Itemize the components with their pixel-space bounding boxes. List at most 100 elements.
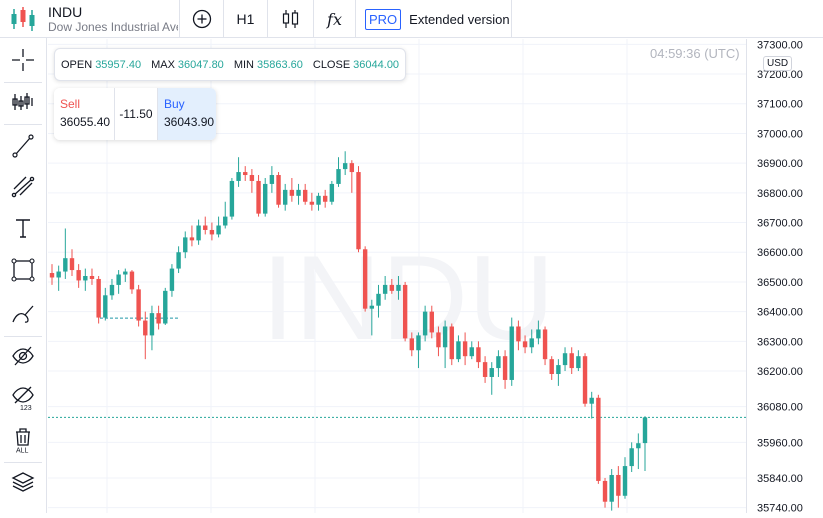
y-tick-label: 36400.00 bbox=[757, 307, 803, 319]
candle-body bbox=[616, 474, 621, 496]
candle-body bbox=[223, 216, 228, 226]
extended-version-label: Extended version bbox=[409, 11, 510, 27]
candle-body bbox=[103, 295, 108, 318]
candle-body bbox=[183, 237, 188, 253]
candle-body bbox=[496, 356, 501, 369]
candle-body bbox=[209, 229, 215, 235]
candle-body bbox=[316, 195, 321, 205]
candle-body bbox=[49, 273, 55, 278]
price-chart[interactable]: 37300.00 37200.00 37100.00 37000.00 36900.00… bbox=[48, 39, 823, 515]
text-icon bbox=[16, 219, 30, 238]
candle-body bbox=[482, 362, 488, 377]
chart-type-button[interactable] bbox=[268, 0, 314, 38]
candle-body bbox=[536, 329, 541, 339]
hide-labels-button[interactable]: 123 bbox=[0, 378, 46, 418]
candle-body bbox=[203, 225, 208, 230]
layers-icon bbox=[11, 472, 35, 492]
candle-body bbox=[516, 326, 521, 342]
candle-body bbox=[256, 180, 261, 214]
candle-body bbox=[442, 326, 448, 348]
candle-body bbox=[243, 172, 248, 176]
plus-circle-icon bbox=[192, 9, 211, 29]
candle-body bbox=[136, 289, 141, 321]
hide-labels-icon: 123 bbox=[12, 386, 34, 411]
interval-button[interactable]: H1 bbox=[224, 0, 268, 38]
candle-body bbox=[569, 353, 574, 369]
candle-body bbox=[629, 448, 634, 467]
crosshair-tool-button[interactable] bbox=[0, 40, 46, 80]
candle-body bbox=[189, 237, 195, 241]
ohlc-legend: OPEN 35957.40 MAX 36047.80 MIN 35863.60 … bbox=[54, 48, 407, 81]
candle-body bbox=[549, 359, 554, 375]
rectangle-tool-button[interactable] bbox=[0, 250, 46, 290]
drawing-toolbar: 123 ALL bbox=[0, 38, 47, 513]
indicators-icon bbox=[12, 93, 33, 110]
chart-pane[interactable]: 37300.00 37200.00 37100.00 37000.00 36900.00… bbox=[48, 39, 823, 515]
candle-body bbox=[622, 466, 628, 496]
candle-body bbox=[369, 305, 375, 309]
candle-body bbox=[156, 313, 161, 324]
candle-body bbox=[216, 225, 221, 235]
delete-all-icon: ALL bbox=[16, 428, 30, 454]
candle-body bbox=[602, 480, 608, 502]
min-label: MIN bbox=[233, 58, 254, 71]
candle-body bbox=[83, 276, 88, 281]
candle-body bbox=[429, 311, 434, 333]
y-tick-label: 36300.00 bbox=[757, 336, 803, 348]
y-tick-label: 35960.00 bbox=[757, 437, 803, 449]
candle-body bbox=[422, 311, 428, 336]
candle-body bbox=[56, 271, 61, 278]
symbol-full-name: Dow Jones Industrial Ave bbox=[48, 20, 178, 34]
trendline-tool-button[interactable] bbox=[0, 126, 46, 166]
brush-tool-button[interactable] bbox=[0, 294, 46, 334]
extended-version-button[interactable]: PRO Extended version bbox=[356, 0, 512, 38]
currency-badge[interactable]: USD bbox=[763, 56, 793, 71]
buy-button[interactable]: Buy 36043.90 bbox=[158, 88, 216, 140]
candle-body bbox=[556, 365, 561, 375]
buy-label: Buy bbox=[164, 97, 185, 111]
y-tick-label: 37000.00 bbox=[757, 128, 803, 140]
indicators-fx-button[interactable]: fx bbox=[314, 0, 356, 38]
layers-button[interactable] bbox=[0, 462, 46, 502]
candle-body bbox=[276, 175, 281, 205]
candle-body bbox=[342, 163, 348, 170]
close-label: CLOSE bbox=[312, 58, 351, 71]
candle-body bbox=[196, 225, 201, 241]
candle-body bbox=[502, 356, 508, 380]
indicators-tool-button[interactable] bbox=[0, 82, 46, 122]
delete-all-button[interactable]: ALL bbox=[0, 420, 46, 460]
candle-body bbox=[396, 284, 401, 291]
candle-body bbox=[609, 474, 614, 502]
candle-body bbox=[329, 183, 335, 202]
candle-body bbox=[409, 338, 414, 351]
text-tool-button[interactable] bbox=[0, 208, 46, 248]
crosshair-icon bbox=[12, 49, 34, 71]
compare-symbol-button[interactable] bbox=[180, 0, 224, 38]
candle-body bbox=[96, 278, 101, 318]
candle-body bbox=[469, 347, 474, 357]
max-value: 36047.80 bbox=[177, 58, 224, 71]
candle-body bbox=[356, 172, 361, 250]
candle-body bbox=[509, 326, 514, 380]
pro-badge: PRO bbox=[365, 8, 402, 30]
buy-price: 36043.90 bbox=[164, 115, 215, 129]
y-tick-label: 36700.00 bbox=[757, 218, 803, 230]
symbol-selector[interactable]: INDU Dow Jones Industrial Ave bbox=[0, 0, 180, 38]
svg-text:ALL: ALL bbox=[16, 448, 29, 454]
candle-body bbox=[376, 293, 381, 306]
candles-logo-icon bbox=[11, 7, 35, 31]
candle-body bbox=[63, 258, 68, 272]
max-label: MAX bbox=[151, 58, 175, 71]
candle-body bbox=[236, 172, 241, 181]
fib-tool-button[interactable] bbox=[0, 166, 46, 206]
y-tick-label: 35740.00 bbox=[757, 503, 803, 513]
hide-drawings-button[interactable] bbox=[0, 336, 46, 376]
candle-body bbox=[76, 270, 81, 281]
sell-button[interactable]: Sell 36055.40 bbox=[54, 88, 114, 140]
y-tick-label: 36200.00 bbox=[757, 366, 803, 378]
candle-body bbox=[582, 356, 588, 404]
candle-body bbox=[249, 175, 255, 181]
candle-body bbox=[229, 180, 235, 217]
candle-body bbox=[389, 284, 395, 291]
candle-body bbox=[336, 169, 341, 184]
